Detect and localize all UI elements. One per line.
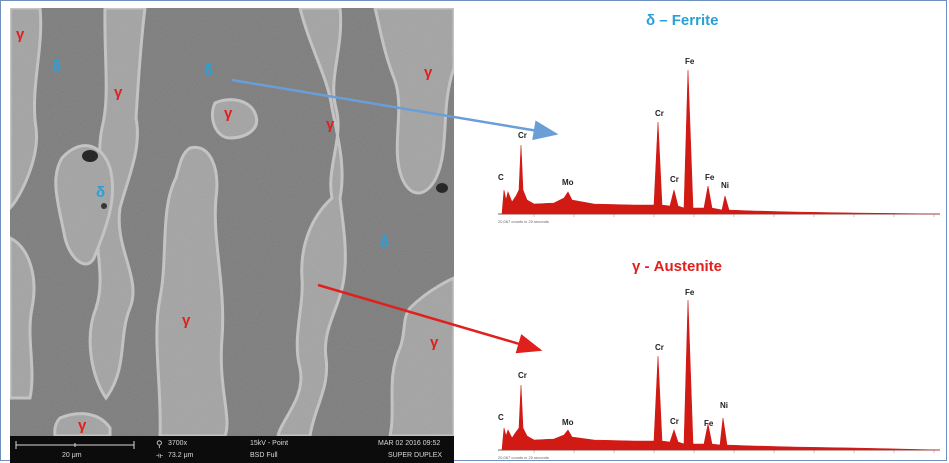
ferrite-counts-note: 20,067 counts in 20 seconds — [498, 219, 549, 224]
gamma-label: γ — [78, 417, 87, 434]
austenite-spectrum-trace — [501, 299, 941, 451]
delta-label: δ — [52, 58, 62, 75]
ferrite-spectrum: C Cr Mo Cr Fe Cr Fe Ni — [498, 57, 941, 217]
austenite-counts-note: 20,067 counts in 20 seconds — [498, 455, 549, 460]
sample-name: SUPER DUPLEX — [388, 452, 443, 459]
austenite-spectrum: C Cr Mo Cr Fe Cr Fe Ni — [498, 288, 941, 453]
peak-label-fe: Fe — [685, 288, 695, 297]
micrograph-phases — [10, 8, 454, 436]
austenite-title: γ - Austenite — [632, 258, 723, 275]
delta-label: δ — [380, 234, 390, 251]
peak-label-cr: Cr — [670, 175, 679, 184]
gamma-label: γ — [224, 105, 233, 122]
magnification: 3700x — [168, 440, 188, 447]
field-width-icon: ⟛ — [156, 451, 164, 460]
delta-label: δ — [96, 184, 106, 201]
peak-label-cr: Cr — [655, 109, 664, 118]
magnify-icon: ⚲ — [156, 439, 163, 449]
gamma-label: γ — [182, 312, 191, 329]
peak-label-mo: Mo — [562, 178, 574, 187]
peak-label-c: C — [498, 173, 504, 182]
scale-bar — [15, 441, 135, 449]
peak-label-ni: Ni — [720, 401, 728, 410]
ferrite-title: δ – Ferrite — [646, 12, 719, 29]
acquisition-date: MAR 02 2016 09:52 — [378, 440, 441, 447]
voltage-mode: 15kV - Point — [250, 440, 289, 447]
peak-label-cr: Cr — [518, 131, 527, 140]
peak-label-fe: Fe — [685, 57, 695, 66]
scale-bar-label: 20 μm — [62, 452, 82, 459]
gamma-label: γ — [114, 84, 123, 101]
gamma-label: γ — [326, 116, 335, 133]
delta-label: δ — [204, 62, 214, 79]
peak-label-fe: Fe — [705, 173, 715, 182]
peak-label-fe: Fe — [704, 419, 714, 428]
gamma-label: γ — [430, 334, 439, 351]
peak-label-ni: Ni — [721, 181, 729, 190]
sem-micrograph: γ γ γ γ γ γ γ γ δ δ δ δ 20 μm ⚲ 3700x ⟛ … — [10, 8, 454, 463]
sem-info-bar: 20 μm ⚲ 3700x ⟛ 73.2 μm 15kV - Point BSD… — [10, 436, 454, 463]
detector: BSD Full — [250, 452, 278, 459]
field-width: 73.2 μm — [168, 452, 194, 459]
peak-label-cr: Cr — [518, 371, 527, 380]
peak-label-cr: Cr — [655, 343, 664, 352]
peak-label-c: C — [498, 413, 504, 422]
ferrite-spectrum-trace — [501, 69, 941, 215]
peak-label-mo: Mo — [562, 418, 574, 427]
gamma-label: γ — [424, 64, 433, 81]
gamma-label: γ — [16, 26, 25, 43]
peak-label-cr: Cr — [670, 417, 679, 426]
